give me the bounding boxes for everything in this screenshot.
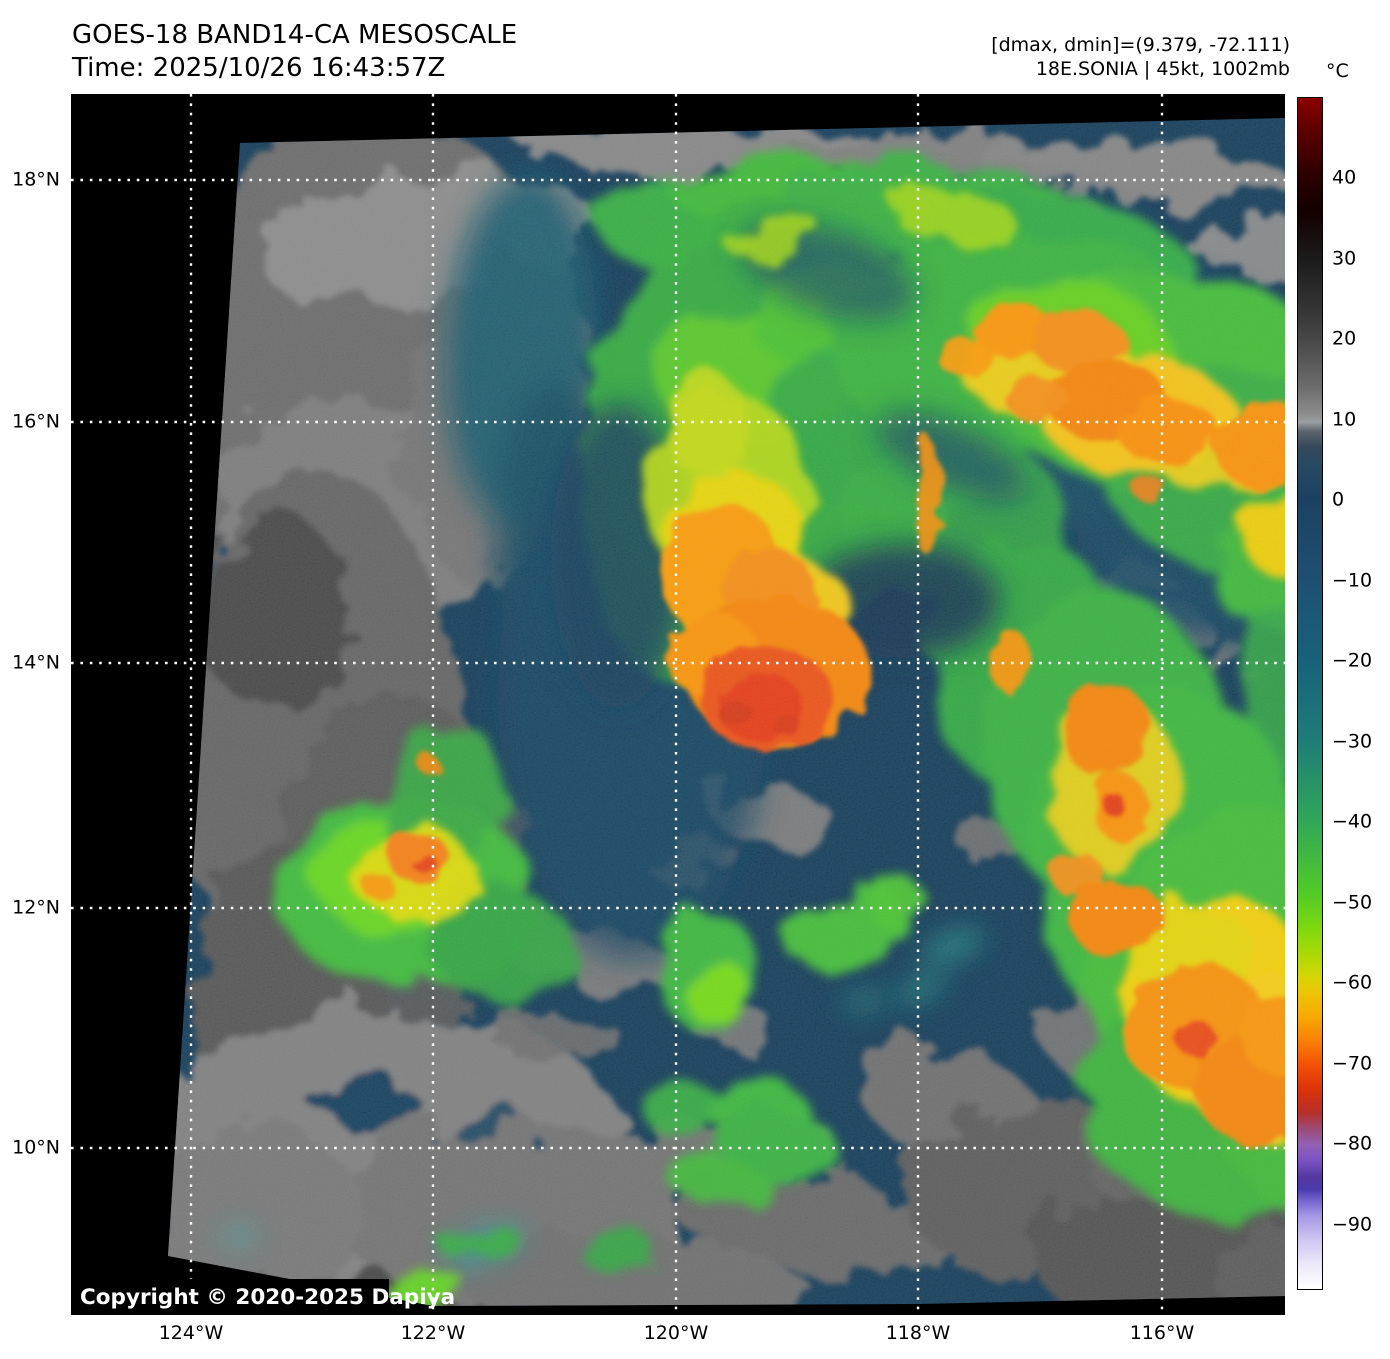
colorbar-tick-label: −70 bbox=[1332, 1052, 1373, 1075]
plot-timestamp: Time: 2025/10/26 16:43:57Z bbox=[72, 53, 446, 83]
lat-tick-label: 10°N bbox=[12, 1136, 60, 1159]
lon-tick-label: 116°W bbox=[1129, 1322, 1195, 1344]
lon-tick-label: 124°W bbox=[158, 1322, 224, 1344]
colorbar-tick-label: −40 bbox=[1332, 810, 1373, 833]
copyright-bar: Copyright © 2020-2025 Dapiya bbox=[71, 1279, 455, 1315]
texture-grain bbox=[168, 118, 1285, 1306]
lon-tick-label: 122°W bbox=[400, 1322, 466, 1344]
lat-tick-label: 12°N bbox=[12, 896, 60, 919]
colorbar-tick-label: −60 bbox=[1332, 971, 1373, 994]
colorbar-tick-label: −90 bbox=[1332, 1213, 1373, 1236]
colorbar-tick-label: 0 bbox=[1332, 488, 1345, 511]
copyright-text: Copyright © 2020-2025 Dapiya bbox=[80, 1284, 456, 1310]
lat-lon-gridlines bbox=[71, 94, 1285, 1315]
storm-info-annotation: 18E.SONIA | 45kt, 1002mb bbox=[1035, 58, 1290, 80]
colorbar-tick-label: 20 bbox=[1332, 327, 1357, 350]
colorbar-unit-label: °C bbox=[1326, 60, 1349, 82]
satellite-map-canvas[interactable]: Copyright © 2020-2025 Dapiya bbox=[71, 94, 1285, 1315]
colorbar-tick-label: 40 bbox=[1332, 166, 1357, 189]
satellite-imagery bbox=[71, 94, 1285, 1315]
colorbar-tick-label: −30 bbox=[1332, 730, 1373, 753]
lon-tick-label: 118°W bbox=[885, 1322, 951, 1344]
colorbar-tick-label: −50 bbox=[1332, 891, 1373, 914]
colorbar-tick-label: −20 bbox=[1332, 649, 1373, 672]
lat-tick-label: 16°N bbox=[12, 410, 60, 433]
lon-tick-label: 120°W bbox=[643, 1322, 709, 1344]
plot-title: GOES-18 BAND14-CA MESOSCALE bbox=[72, 20, 518, 50]
colorbar-tick-label: 30 bbox=[1332, 247, 1357, 270]
lat-tick-label: 14°N bbox=[12, 651, 60, 674]
data-swath bbox=[168, 118, 1285, 1306]
colorbar-tick-label: 10 bbox=[1332, 408, 1357, 431]
temperature-colorbar bbox=[1297, 97, 1323, 1290]
colorbar-tick-label: −80 bbox=[1332, 1132, 1373, 1155]
lat-tick-label: 18°N bbox=[12, 168, 60, 191]
colorbar-tick-label: −10 bbox=[1332, 569, 1373, 592]
dmax-dmin-annotation: [dmax, dmin]=(9.379, -72.111) bbox=[991, 34, 1290, 56]
